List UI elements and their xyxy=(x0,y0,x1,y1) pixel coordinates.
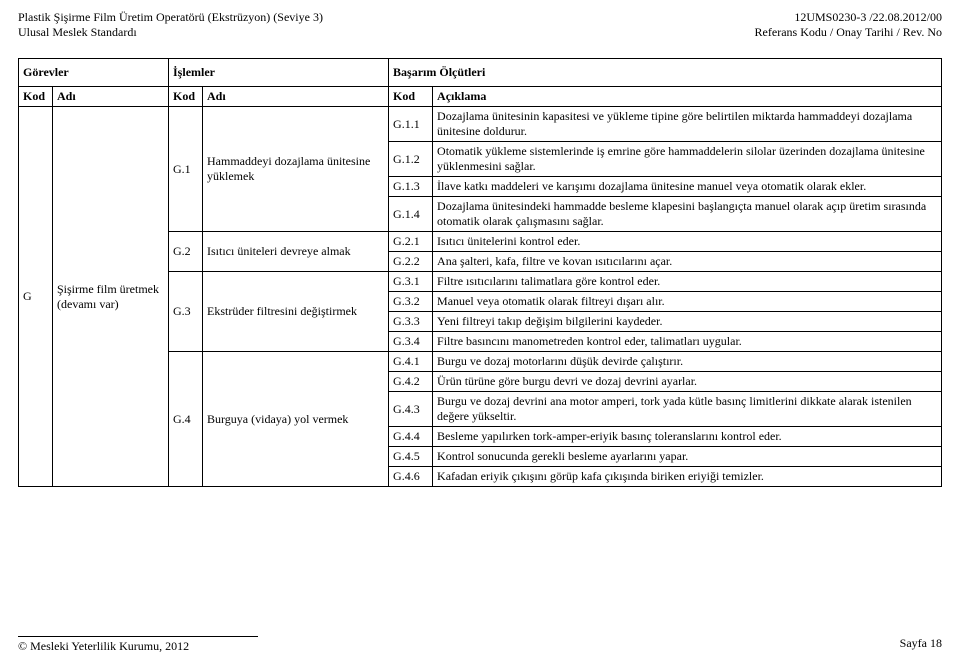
crit-desc: Yeni filtreyi takıp değişim bilgilerini … xyxy=(433,312,942,332)
col-gorevler: Görevler xyxy=(19,59,169,87)
crit-kod: G.1.1 xyxy=(389,107,433,142)
crit-desc: Filtre basıncını manometreden kontrol ed… xyxy=(433,332,942,352)
crit-desc: Otomatik yükleme sistemlerinde iş emrine… xyxy=(433,142,942,177)
crit-kod: G.3.4 xyxy=(389,332,433,352)
op-adi: Burguya (vidaya) yol vermek xyxy=(203,352,389,487)
crit-kod: G.3.3 xyxy=(389,312,433,332)
col-kod-1: Kod xyxy=(19,87,53,107)
crit-desc: Manuel veya otomatik olarak filtreyi dış… xyxy=(433,292,942,312)
crit-kod: G.4.5 xyxy=(389,447,433,467)
op-adi: Isıtıcı üniteleri devreye almak xyxy=(203,232,389,272)
op-kod: G.2 xyxy=(169,232,203,272)
crit-kod: G.3.1 xyxy=(389,272,433,292)
crit-desc: Filtre ısıtıcılarını talimatlara göre ko… xyxy=(433,272,942,292)
col-adi-2: Adı xyxy=(203,87,389,107)
footer-rule xyxy=(18,636,258,637)
page-footer: © Mesleki Yeterlilik Kurumu, 2012 Sayfa … xyxy=(18,636,942,654)
crit-kod: G.1.4 xyxy=(389,197,433,232)
crit-desc: Kontrol sonucunda gerekli besleme ayarla… xyxy=(433,447,942,467)
crit-kod: G.1.3 xyxy=(389,177,433,197)
crit-kod: G.4.1 xyxy=(389,352,433,372)
col-kod-2: Kod xyxy=(169,87,203,107)
crit-kod: G.4.4 xyxy=(389,427,433,447)
page-header: Plastik Şişirme Film Üretim Operatörü (E… xyxy=(18,10,942,40)
col-aciklama: Açıklama xyxy=(433,87,942,107)
crit-desc: Dozajlama ünitesindeki hammadde besleme … xyxy=(433,197,942,232)
crit-desc: Dozajlama ünitesinin kapasitesi ve yükle… xyxy=(433,107,942,142)
col-kod-3: Kod xyxy=(389,87,433,107)
crit-kod: G.4.2 xyxy=(389,372,433,392)
crit-kod: G.4.3 xyxy=(389,392,433,427)
header-refcode: 12UMS0230-3 /22.08.2012/00 xyxy=(755,10,942,25)
crit-desc: Isıtıcı ünitelerini kontrol eder. xyxy=(433,232,942,252)
header-title: Plastik Şişirme Film Üretim Operatörü (E… xyxy=(18,10,323,25)
crit-kod: G.3.2 xyxy=(389,292,433,312)
col-basarim: Başarım Ölçütleri xyxy=(389,59,942,87)
criteria-table: Görevler İşlemler Başarım Ölçütleri Kod … xyxy=(18,58,942,487)
table-row: G Şişirme film üretmek (devamı var) G.1 … xyxy=(19,107,942,142)
op-kod: G.1 xyxy=(169,107,203,232)
footer-org: Mesleki Yeterlilik Kurumu, 2012 xyxy=(30,639,189,653)
crit-desc: Ana şalteri, kafa, filtre ve kovan ısıtı… xyxy=(433,252,942,272)
table-header-row-1: Görevler İşlemler Başarım Ölçütleri xyxy=(19,59,942,87)
header-subtitle: Ulusal Meslek Standardı xyxy=(18,25,323,40)
header-reflabel: Referans Kodu / Onay Tarihi / Rev. No xyxy=(755,25,942,40)
op-kod: G.3 xyxy=(169,272,203,352)
op-adi: Hammaddeyi dozajlama ünitesine yüklemek xyxy=(203,107,389,232)
crit-desc: Ürün türüne göre burgu devri ve dozaj de… xyxy=(433,372,942,392)
crit-kod: G.2.1 xyxy=(389,232,433,252)
crit-desc: Kafadan eriyik çıkışını görüp kafa çıkış… xyxy=(433,467,942,487)
task-adi: Şişirme film üretmek (devamı var) xyxy=(53,107,169,487)
crit-kod: G.1.2 xyxy=(389,142,433,177)
header-right: 12UMS0230-3 /22.08.2012/00 Referans Kodu… xyxy=(755,10,942,40)
op-adi: Ekstrüder filtresini değiştirmek xyxy=(203,272,389,352)
crit-desc: Burgu ve dozaj devrini ana motor amperi,… xyxy=(433,392,942,427)
col-adi-1: Adı xyxy=(53,87,169,107)
op-kod: G.4 xyxy=(169,352,203,487)
crit-desc: Burgu ve dozaj motorlarını düşük devirde… xyxy=(433,352,942,372)
crit-kod: G.2.2 xyxy=(389,252,433,272)
copyright-icon: © xyxy=(18,639,27,653)
crit-desc: İlave katkı maddeleri ve karışımı dozajl… xyxy=(433,177,942,197)
footer-page: Sayfa 18 xyxy=(900,636,942,654)
crit-desc: Besleme yapılırken tork-amper-eriyik bas… xyxy=(433,427,942,447)
table-header-row-2: Kod Adı Kod Adı Kod Açıklama xyxy=(19,87,942,107)
header-left: Plastik Şişirme Film Üretim Operatörü (E… xyxy=(18,10,323,40)
col-islemler: İşlemler xyxy=(169,59,389,87)
footer-left: © Mesleki Yeterlilik Kurumu, 2012 xyxy=(18,636,258,654)
task-kod: G xyxy=(19,107,53,487)
crit-kod: G.4.6 xyxy=(389,467,433,487)
